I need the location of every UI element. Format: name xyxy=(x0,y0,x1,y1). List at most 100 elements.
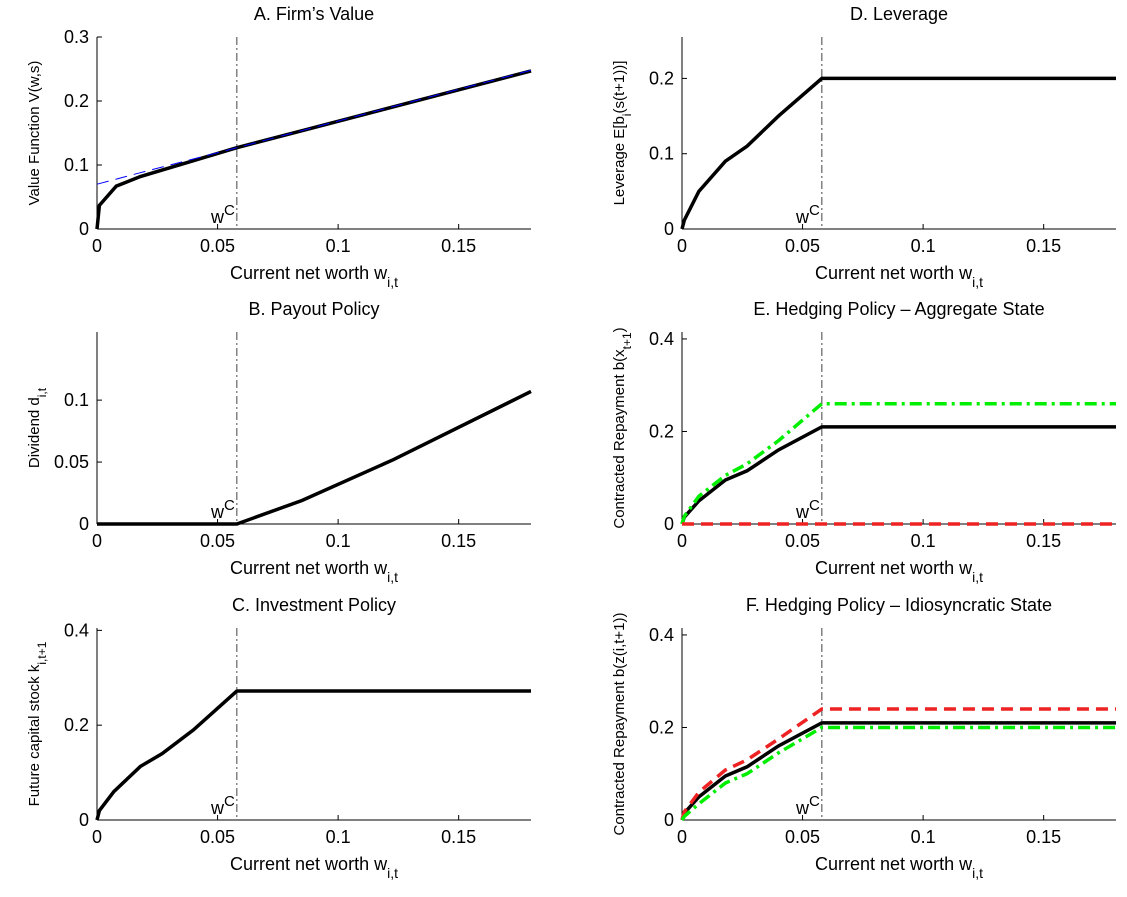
line-series xyxy=(97,389,532,526)
label-part: Leverage E[b xyxy=(611,116,628,205)
x-tick-label: 0.05 xyxy=(200,236,235,256)
label-superscript: C xyxy=(809,202,820,219)
label-superscript: C xyxy=(224,497,235,514)
y-axis-label: Value Function V(w,s) xyxy=(26,61,43,206)
y-tick-label: 0 xyxy=(79,514,89,534)
label-subscript: i,t xyxy=(972,865,983,881)
x-tick-label: 0.15 xyxy=(441,531,476,551)
line-series xyxy=(95,69,532,230)
y-tick-label: 0.4 xyxy=(649,625,674,645)
label-part: Contracted Repayment b(x xyxy=(611,349,628,529)
x-tick-label: 0 xyxy=(92,827,102,847)
x-tick-label: 0.05 xyxy=(785,236,820,256)
line-series xyxy=(680,707,1116,821)
x-axis-label: Current net worth wi,t xyxy=(815,263,983,290)
y-tick-label: 0.1 xyxy=(64,390,89,410)
label-superscript: C xyxy=(224,202,235,219)
x-axis-label: Current net worth wi,t xyxy=(230,854,398,881)
y-tick-label: 0.3 xyxy=(64,27,89,47)
label-subscript: i,t xyxy=(387,274,398,290)
y-tick-label: 0 xyxy=(79,219,89,239)
threshold-annotation: wC xyxy=(210,793,235,819)
x-tick-label: 0.1 xyxy=(911,531,936,551)
x-axis-label: Current net worth wi,t xyxy=(815,558,983,585)
y-axis-label: Dividend di,t xyxy=(26,387,49,468)
label-subscript: i xyxy=(620,114,634,117)
panel: C. Investment Policy 0 0.05 0.1 0.15 0 0.2 0.4 C… xyxy=(26,595,531,881)
x-tick-label: 0.1 xyxy=(326,531,351,551)
threshold-annotation: wC xyxy=(795,202,820,228)
line-series xyxy=(680,425,1116,525)
y-tick-label: 0.4 xyxy=(649,329,674,349)
x-tick-label: 0 xyxy=(92,236,102,256)
x-tick-label: 0.15 xyxy=(441,827,476,847)
label-part: w xyxy=(210,798,225,818)
label-part: Dividend d xyxy=(26,397,43,468)
label-subscript: i,t xyxy=(972,569,983,585)
label-subscript: t+1 xyxy=(620,332,634,349)
panel-title: F. Hedging Policy – Idiosyncratic State xyxy=(746,595,1052,615)
label-part: w xyxy=(210,207,225,227)
label-part: w xyxy=(795,502,810,522)
y-axis-label: Contracted Repayment b(z(i,t+1)) xyxy=(611,612,628,835)
label-part: w xyxy=(795,798,810,818)
x-tick-label: 0.05 xyxy=(200,531,235,551)
y-tick-label: 0.1 xyxy=(649,144,674,164)
x-tick-label: 0 xyxy=(92,531,102,551)
threshold-annotation: wC xyxy=(795,497,820,523)
panel: E. Hedging Policy – Aggregate State 0 0.05… xyxy=(611,299,1116,585)
y-tick-label: 0.05 xyxy=(54,452,89,472)
panel: A. Firm’s Value 0 0.05 0.1 0.15 0 0.1 0.2 0.3 Cur… xyxy=(26,4,532,290)
x-tick-label: 0.1 xyxy=(911,236,936,256)
x-tick-label: 0.15 xyxy=(1026,236,1061,256)
label-subscript: i,t xyxy=(387,865,398,881)
y-axis-label: Contracted Repayment b(xt+1) xyxy=(611,327,634,528)
y-tick-label: 0 xyxy=(79,810,89,830)
label-part: Future capital stock k xyxy=(26,664,43,806)
label-part: Current net worth w xyxy=(230,854,388,874)
label-part: (s(t+1))] xyxy=(611,61,628,114)
label-part: w xyxy=(795,207,810,227)
panel-title: A. Firm’s Value xyxy=(254,4,374,24)
line-series xyxy=(680,721,1116,821)
panel: F. Hedging Policy – Idiosyncratic State 0… xyxy=(611,595,1116,881)
x-tick-label: 0.05 xyxy=(785,531,820,551)
label-superscript: C xyxy=(224,793,235,810)
line-series xyxy=(96,69,532,185)
label-part: ) xyxy=(611,327,628,332)
label-part: Current net worth w xyxy=(815,854,973,874)
x-tick-label: 0 xyxy=(677,531,687,551)
label-subscript: i,t+1 xyxy=(35,641,49,664)
panel-title: D. Leverage xyxy=(850,4,948,24)
x-tick-label: 0.05 xyxy=(785,827,820,847)
y-tick-label: 0.4 xyxy=(64,620,89,640)
y-tick-label: 0.2 xyxy=(64,715,89,735)
y-tick-label: 0 xyxy=(664,514,674,534)
threshold-annotation: wC xyxy=(795,793,820,819)
y-axis-label: Future capital stock ki,t+1 xyxy=(26,641,49,806)
label-subscript: i,t xyxy=(35,387,49,397)
y-tick-label: 0.2 xyxy=(64,91,89,111)
label-part: Current net worth w xyxy=(815,558,973,578)
label-superscript: C xyxy=(809,497,820,514)
panel-title: E. Hedging Policy – Aggregate State xyxy=(753,299,1044,319)
threshold-annotation: wC xyxy=(210,497,235,523)
x-tick-label: 0.1 xyxy=(326,827,351,847)
x-tick-label: 0.1 xyxy=(911,827,936,847)
line-series xyxy=(95,689,531,821)
y-tick-label: 0.2 xyxy=(649,68,674,88)
label-part: Contracted Repayment b(z(i,t+1)) xyxy=(611,612,628,835)
label-part: Current net worth w xyxy=(815,263,973,283)
label-subscript: i,t xyxy=(387,569,398,585)
panel-title: C. Investment Policy xyxy=(232,595,396,615)
x-axis-label: Current net worth wi,t xyxy=(230,263,398,290)
label-part: w xyxy=(210,502,225,522)
panel-title: B. Payout Policy xyxy=(248,299,379,319)
x-axis-label: Current net worth wi,t xyxy=(230,558,398,585)
x-tick-label: 0.15 xyxy=(1026,531,1061,551)
x-tick-label: 0 xyxy=(677,827,687,847)
label-part: Current net worth w xyxy=(230,558,388,578)
x-tick-label: 0.15 xyxy=(1026,827,1061,847)
line-series xyxy=(680,725,1116,821)
